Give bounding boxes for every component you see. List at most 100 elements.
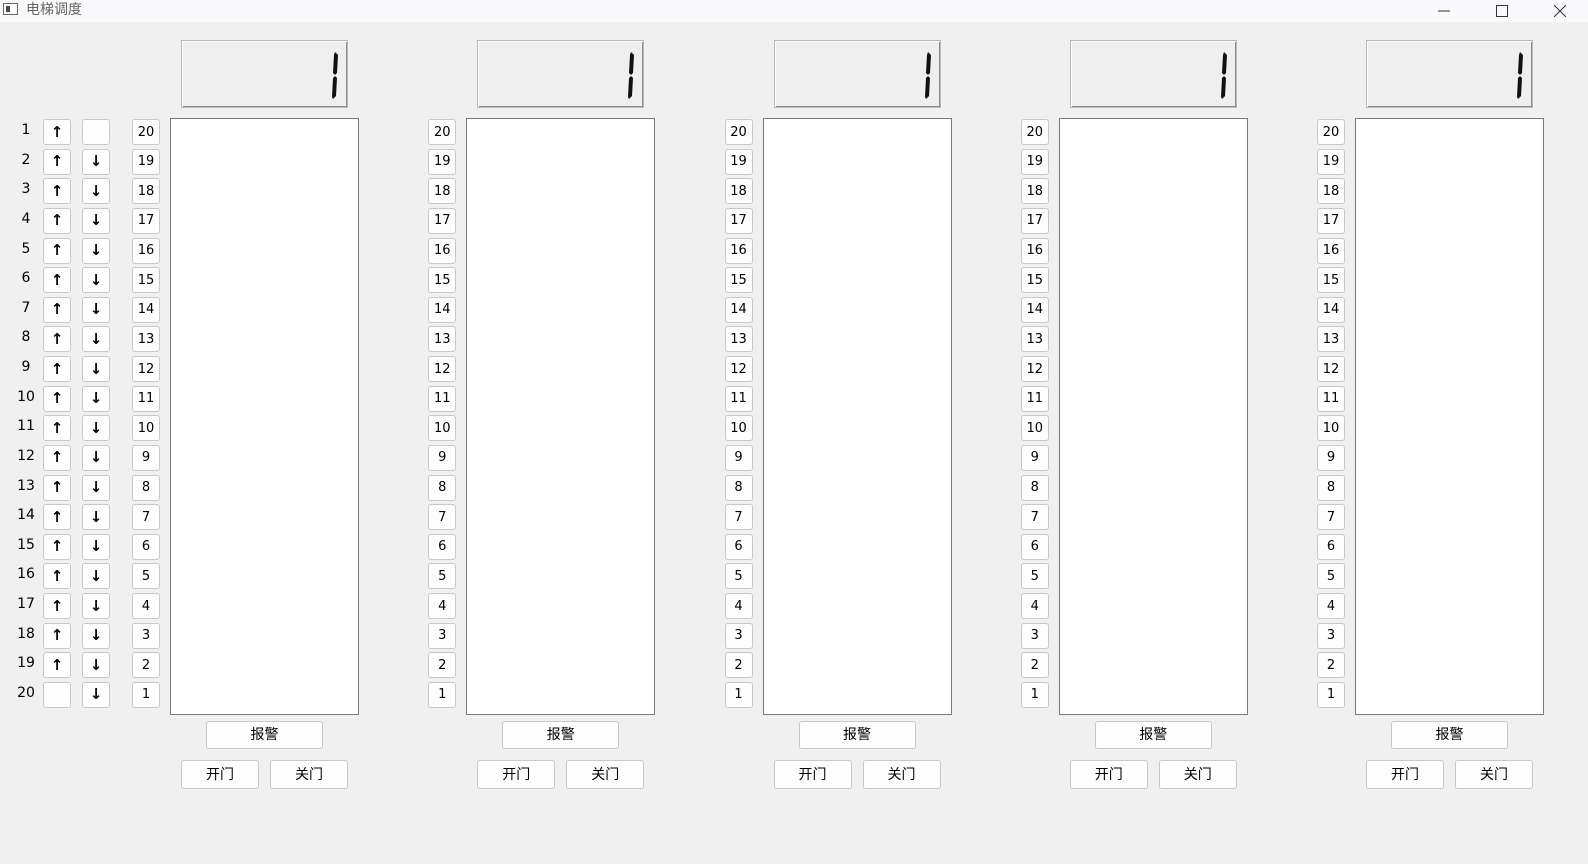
hall-down-button-6[interactable]: ↓ [82,267,110,294]
hall-down-button-5[interactable]: ↓ [82,237,110,264]
open-door-button[interactable]: 开门 [181,760,259,789]
hall-down-button-17[interactable]: ↓ [82,593,110,620]
car-floor-button[interactable]: 5 [428,563,457,590]
hall-up-button-15[interactable]: ↑ [43,533,71,560]
car-floor-button[interactable]: 7 [1020,504,1049,531]
car-floor-button[interactable]: 8 [132,474,160,501]
car-floor-button[interactable]: 14 [724,296,753,323]
car-floor-button[interactable]: 3 [724,622,753,649]
hall-up-button-10[interactable]: ↑ [43,385,71,412]
car-floor-button[interactable]: 1 [724,681,753,708]
car-floor-button[interactable]: 10 [132,415,160,442]
hall-up-button-20[interactable] [43,681,71,708]
car-floor-button[interactable]: 14 [1317,296,1345,323]
car-floor-button[interactable]: 6 [724,533,753,560]
minimize-button[interactable] [1416,0,1472,22]
car-floor-button[interactable]: 17 [1317,207,1345,234]
hall-down-button-4[interactable]: ↓ [82,207,110,234]
hall-up-button-13[interactable]: ↑ [43,474,71,501]
car-floor-button[interactable]: 8 [724,474,753,501]
car-floor-button[interactable]: 10 [1317,415,1345,442]
car-floor-button[interactable]: 8 [428,474,457,501]
alarm-button[interactable]: 报警 [206,721,323,749]
car-floor-button[interactable]: 7 [1317,504,1345,531]
car-floor-button[interactable]: 14 [428,296,457,323]
car-floor-button[interactable]: 19 [1317,148,1345,175]
car-floor-button[interactable]: 17 [1020,207,1049,234]
car-floor-button[interactable]: 18 [132,178,160,205]
hall-down-button-13[interactable]: ↓ [82,474,110,501]
car-floor-button[interactable]: 14 [132,296,160,323]
hall-down-button-19[interactable]: ↓ [82,652,110,679]
close-door-button[interactable]: 关门 [1455,760,1533,789]
car-floor-button[interactable]: 7 [724,504,753,531]
car-floor-button[interactable]: 11 [724,385,753,412]
car-floor-button[interactable]: 4 [132,593,160,620]
car-floor-button[interactable]: 17 [724,207,753,234]
hall-up-button-18[interactable]: ↑ [43,622,71,649]
close-button[interactable] [1532,0,1588,22]
open-door-button[interactable]: 开门 [1366,760,1444,789]
car-floor-button[interactable]: 18 [428,178,457,205]
car-floor-button[interactable]: 13 [724,326,753,353]
hall-up-button-16[interactable]: ↑ [43,563,71,590]
hall-down-button-10[interactable]: ↓ [82,385,110,412]
car-floor-button[interactable]: 15 [1317,267,1345,294]
close-door-button[interactable]: 关门 [862,760,941,789]
car-floor-button[interactable]: 18 [724,178,753,205]
car-floor-button[interactable]: 13 [428,326,457,353]
car-floor-button[interactable]: 19 [132,148,160,175]
car-floor-button[interactable]: 4 [428,593,457,620]
hall-down-button-15[interactable]: ↓ [82,533,110,560]
car-floor-button[interactable]: 11 [428,385,457,412]
car-floor-button[interactable]: 5 [1020,563,1049,590]
hall-down-button-2[interactable]: ↓ [82,148,110,175]
car-floor-button[interactable]: 20 [724,119,753,145]
hall-down-button-20[interactable]: ↓ [82,681,110,708]
car-floor-button[interactable]: 1 [1020,681,1049,708]
car-floor-button[interactable]: 16 [132,237,160,264]
hall-up-button-7[interactable]: ↑ [43,296,71,323]
car-floor-button[interactable]: 13 [1020,326,1049,353]
car-floor-button[interactable]: 19 [428,148,457,175]
car-floor-button[interactable]: 9 [428,444,457,471]
car-floor-button[interactable]: 10 [724,415,753,442]
car-floor-button[interactable]: 8 [1020,474,1049,501]
car-floor-button[interactable]: 19 [724,148,753,175]
hall-up-button-19[interactable]: ↑ [43,652,71,679]
car-floor-button[interactable]: 16 [428,237,457,264]
car-floor-button[interactable]: 13 [132,326,160,353]
car-floor-button[interactable]: 18 [1020,178,1049,205]
hall-down-button-1[interactable] [82,119,110,145]
hall-up-button-9[interactable]: ↑ [43,356,71,383]
car-floor-button[interactable]: 3 [1317,622,1345,649]
alarm-button[interactable]: 报警 [1391,721,1508,749]
hall-down-button-7[interactable]: ↓ [82,296,110,323]
maximize-button[interactable] [1474,0,1530,22]
car-floor-button[interactable]: 2 [1317,652,1345,679]
hall-up-button-6[interactable]: ↑ [43,267,71,294]
hall-down-button-18[interactable]: ↓ [82,622,110,649]
car-floor-button[interactable]: 6 [1317,533,1345,560]
car-floor-button[interactable]: 11 [1317,385,1345,412]
open-door-button[interactable]: 开门 [1069,760,1148,789]
car-floor-button[interactable]: 17 [428,207,457,234]
car-floor-button[interactable]: 20 [132,119,160,145]
hall-up-button-11[interactable]: ↑ [43,415,71,442]
car-floor-button[interactable]: 16 [1020,237,1049,264]
close-door-button[interactable]: 关门 [566,760,645,789]
car-floor-button[interactable]: 20 [1317,119,1345,145]
close-door-button[interactable]: 关门 [1158,760,1237,789]
car-floor-button[interactable]: 4 [1317,593,1345,620]
hall-up-button-4[interactable]: ↑ [43,207,71,234]
car-floor-button[interactable]: 2 [132,652,160,679]
car-floor-button[interactable]: 5 [724,563,753,590]
car-floor-button[interactable]: 13 [1317,326,1345,353]
car-floor-button[interactable]: 12 [428,356,457,383]
car-floor-button[interactable]: 15 [428,267,457,294]
car-floor-button[interactable]: 1 [428,681,457,708]
car-floor-button[interactable]: 7 [428,504,457,531]
car-floor-button[interactable]: 16 [724,237,753,264]
car-floor-button[interactable]: 12 [1020,356,1049,383]
car-floor-button[interactable]: 1 [132,681,160,708]
